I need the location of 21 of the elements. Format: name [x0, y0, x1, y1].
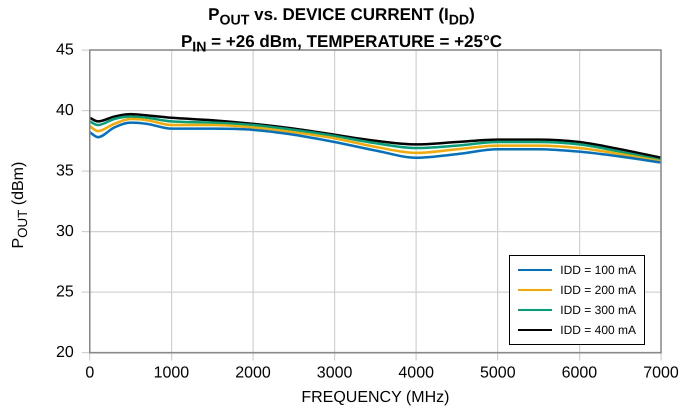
- legend-label: IDD = 100 mA: [560, 263, 636, 277]
- legend-label: IDD = 400 mA: [560, 323, 636, 337]
- y-tick-label: 25: [56, 283, 74, 300]
- x-tick-label: 5000: [480, 364, 516, 382]
- x-tick-label: 6000: [562, 364, 598, 382]
- x-tick-label: 7000: [643, 364, 679, 382]
- x-tick-label: 3000: [316, 364, 352, 382]
- legend-label: IDD = 300 mA: [560, 303, 636, 317]
- legend-label: IDD = 200 mA: [560, 283, 636, 297]
- x-tick-label: 1000: [154, 364, 190, 382]
- y-tick-label: 30: [56, 222, 74, 240]
- x-tick-label: 4000: [398, 364, 434, 382]
- y-tick-label: 40: [56, 102, 74, 119]
- x-tick-label: 2000: [235, 364, 271, 382]
- y-tick-label: 45: [56, 41, 74, 58]
- x-axis-title: FREQUENCY (MHz): [301, 388, 450, 406]
- y-tick-label: 20: [56, 344, 74, 362]
- x-tick-label: 0: [85, 364, 94, 382]
- chart-title: P$_{OUT}$ vs. DEVICE CURRENT (I$_{DD}$): [207, 4, 476, 30]
- y-tick-label: 35: [56, 162, 74, 180]
- chart-subtitle: P$_{IN}$ = +26 dBm, TEMPERATURE = +25°C: [180, 32, 502, 56]
